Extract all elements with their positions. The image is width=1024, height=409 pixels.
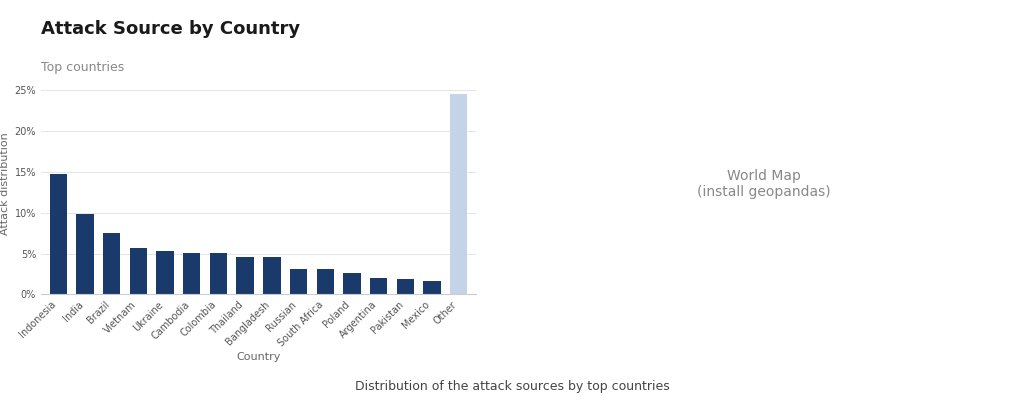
Bar [77, 214, 93, 294]
Bar [157, 251, 174, 294]
Bar [316, 269, 334, 294]
Bar [343, 273, 360, 294]
Text: Attack Source by Country: Attack Source by Country [41, 20, 300, 38]
Bar [263, 257, 281, 294]
Bar [450, 94, 467, 294]
Text: Distribution of the attack sources by top countries: Distribution of the attack sources by to… [354, 380, 670, 393]
Bar [183, 253, 201, 294]
X-axis label: Country: Country [237, 353, 281, 362]
Y-axis label: Attack distribution: Attack distribution [0, 133, 10, 236]
Bar [49, 174, 67, 294]
Bar [210, 253, 227, 294]
Bar [237, 257, 254, 294]
Text: World Map
(install geopandas): World Map (install geopandas) [696, 169, 830, 199]
Bar [103, 233, 121, 294]
Bar [370, 278, 387, 294]
Bar [290, 269, 307, 294]
Bar [396, 279, 414, 294]
Bar [423, 281, 440, 294]
Bar [130, 248, 147, 294]
Text: Top countries: Top countries [41, 61, 124, 74]
